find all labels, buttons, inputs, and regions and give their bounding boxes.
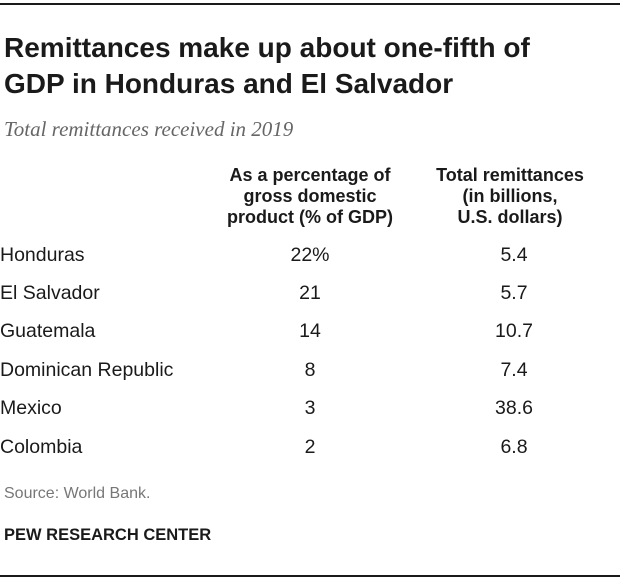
remittances-cell: 6.8 (500, 435, 528, 458)
table-row: Colombia 2 6.8 (0, 428, 614, 466)
table-row: Honduras 22% 5.4 (0, 236, 614, 274)
country-cell: Mexico (0, 397, 62, 420)
table-row: El Salvador 21 5.7 (0, 274, 614, 312)
chart-title: Remittances make up about one-fifth of G… (4, 30, 616, 102)
country-cell: Dominican Republic (0, 358, 174, 381)
chart-subtitle: Total remittances received in 2019 (4, 117, 294, 141)
column-header-line: Total remittances (436, 165, 584, 185)
remittances-cell: 5.7 (500, 282, 528, 305)
column-header-total-remittances: Total remittances (in billions, U.S. dol… (410, 165, 610, 228)
brand-logo-text: PEW RESEARCH CENTER (4, 526, 212, 544)
table-row: Dominican Republic 8 7.4 (0, 351, 614, 389)
column-header-line: (in billions, (462, 186, 558, 206)
chart-title-line-2: GDP in Honduras and El Salvador (4, 68, 454, 99)
pct-gdp-cell: 8 (304, 358, 316, 381)
remittances-table: Honduras 22% 5.4 El Salvador 21 5.7 Guat… (0, 236, 614, 466)
country-cell: Guatemala (0, 320, 96, 343)
source-note: Source: World Bank. (4, 485, 151, 502)
column-header-line: gross domestic (243, 186, 377, 206)
column-header-line: U.S. dollars) (457, 207, 563, 227)
bottom-rule (0, 575, 620, 577)
pct-gdp-cell: 14 (299, 320, 321, 343)
column-header-pct-gdp: As a percentage of gross domestic produc… (206, 165, 414, 228)
country-cell: El Salvador (0, 282, 100, 305)
remittances-cell: 38.6 (495, 397, 533, 420)
country-cell: Honduras (0, 243, 85, 266)
pct-gdp-cell: 21 (299, 282, 321, 305)
table-row: Guatemala 14 10.7 (0, 313, 614, 351)
remittances-cell: 10.7 (495, 320, 533, 343)
pct-gdp-cell: 2 (304, 435, 316, 458)
country-cell: Colombia (0, 435, 83, 458)
column-header-line: As a percentage of (229, 165, 391, 185)
table-row: Mexico 3 38.6 (0, 390, 614, 428)
top-rule (0, 3, 620, 5)
column-header-line: product (% of GDP) (227, 207, 393, 227)
remittances-cell: 7.4 (500, 358, 528, 381)
remittances-cell: 5.4 (500, 243, 528, 266)
chart-title-line-1: Remittances make up about one-fifth of (4, 32, 530, 63)
pct-gdp-cell: 22% (290, 243, 330, 266)
pct-gdp-cell: 3 (304, 397, 316, 420)
